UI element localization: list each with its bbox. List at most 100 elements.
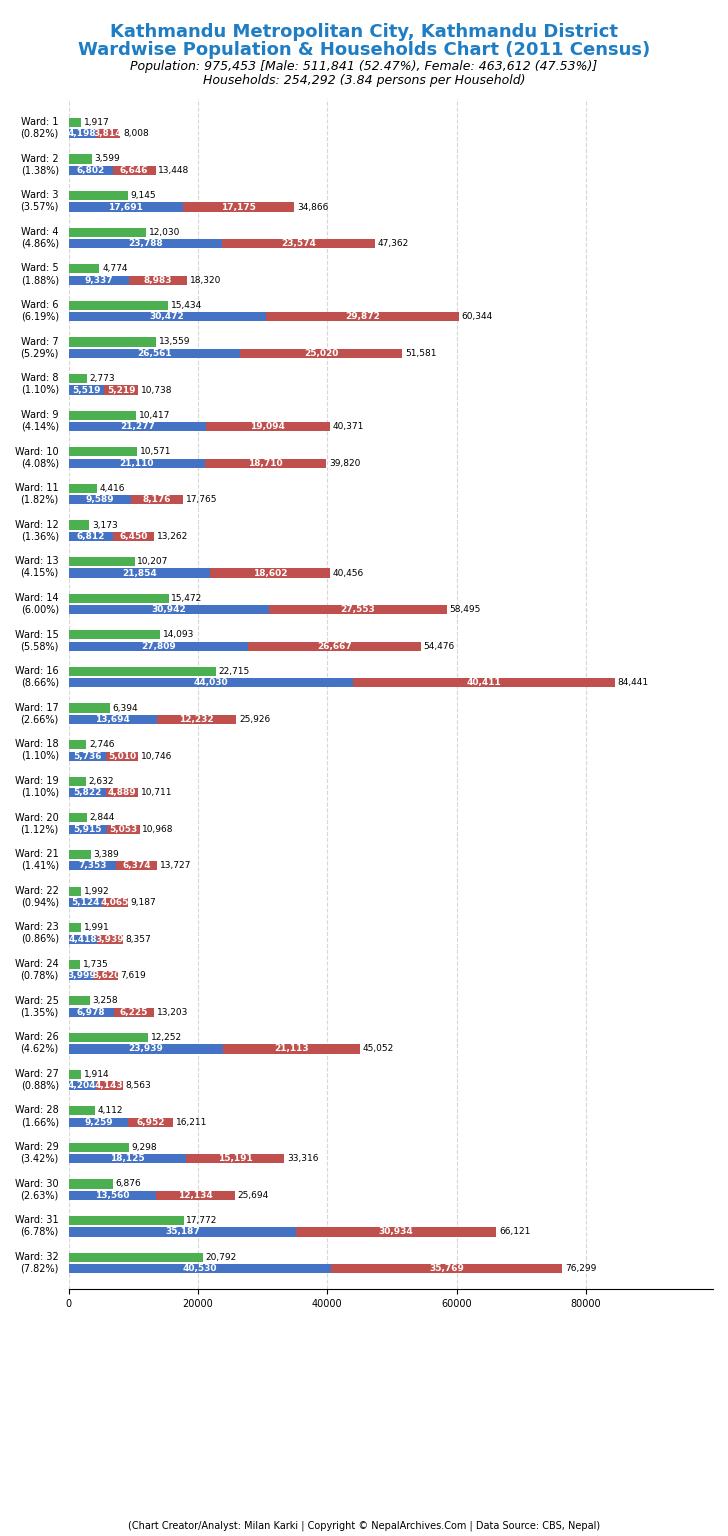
Text: 25,926: 25,926 (239, 714, 270, 723)
Text: 84,441: 84,441 (617, 679, 649, 688)
Text: 14,093: 14,093 (162, 630, 194, 639)
Text: 9,298: 9,298 (132, 1143, 157, 1152)
Text: 9,259: 9,259 (84, 1118, 113, 1126)
Text: 16,211: 16,211 (176, 1118, 207, 1126)
Text: 3,814: 3,814 (94, 129, 122, 138)
Bar (68, 349, 240, 358)
Text: 5,219: 5,219 (107, 386, 135, 395)
Text: 21,854: 21,854 (122, 568, 157, 578)
Text: 8,983: 8,983 (144, 276, 173, 284)
Text: 4,418: 4,418 (68, 934, 98, 943)
Bar (68, 849, 90, 859)
Text: 4,065: 4,065 (100, 899, 129, 908)
Text: 13,262: 13,262 (157, 531, 189, 541)
Bar (68, 166, 113, 175)
Text: 1,992: 1,992 (84, 886, 110, 895)
Bar (68, 1190, 157, 1200)
Bar (113, 531, 154, 541)
Text: 15,472: 15,472 (171, 594, 202, 602)
Text: 10,746: 10,746 (141, 751, 173, 760)
Text: 21,110: 21,110 (119, 459, 154, 468)
Bar (68, 751, 106, 760)
Text: 10,417: 10,417 (139, 410, 170, 419)
Bar (240, 349, 402, 358)
Bar (129, 275, 187, 284)
Text: 23,574: 23,574 (281, 240, 316, 249)
Text: Households: 254,292 (3.84 persons per Household): Households: 254,292 (3.84 persons per Ho… (203, 74, 525, 86)
Bar (206, 422, 330, 432)
Bar (113, 166, 156, 175)
Text: 40,456: 40,456 (333, 568, 364, 578)
Bar (353, 679, 614, 688)
Text: 6,952: 6,952 (137, 1118, 165, 1126)
Text: 22,715: 22,715 (218, 667, 250, 676)
Bar (68, 203, 183, 212)
Text: 8,563: 8,563 (125, 1081, 151, 1091)
Text: 5,124: 5,124 (71, 899, 100, 908)
Text: 3,389: 3,389 (93, 849, 119, 859)
Text: 9,337: 9,337 (84, 276, 113, 284)
Bar (269, 605, 447, 614)
Text: 8,357: 8,357 (125, 934, 151, 943)
Text: 4,416: 4,416 (100, 484, 125, 493)
Text: 3,258: 3,258 (92, 997, 118, 1006)
Bar (96, 1081, 122, 1091)
Bar (68, 1008, 114, 1017)
Bar (95, 971, 118, 980)
Bar (68, 630, 159, 639)
Bar (183, 203, 294, 212)
Text: 40,530: 40,530 (183, 1264, 217, 1273)
Bar (68, 129, 96, 138)
Text: 4,204: 4,204 (68, 1081, 96, 1091)
Bar (68, 825, 107, 834)
Text: 27,553: 27,553 (341, 605, 375, 614)
Bar (68, 240, 223, 249)
Bar (68, 375, 87, 382)
Text: 7,619: 7,619 (121, 971, 146, 980)
Text: 5,519: 5,519 (72, 386, 100, 395)
Bar (68, 1180, 113, 1189)
Bar (223, 1044, 360, 1054)
Text: Population: 975,453 [Male: 511,841 (52.47%), Female: 463,612 (47.53%)]: Population: 975,453 [Male: 511,841 (52.4… (130, 60, 598, 72)
Text: 2,773: 2,773 (90, 375, 115, 382)
Text: 8,176: 8,176 (143, 495, 171, 504)
Text: 6,374: 6,374 (122, 862, 151, 871)
Text: 5,010: 5,010 (108, 751, 136, 760)
Text: 5,736: 5,736 (73, 751, 101, 760)
Text: (Chart Creator/Analyst: Milan Karki | Copyright © NepalArchives.Com | Data Sourc: (Chart Creator/Analyst: Milan Karki | Co… (128, 1521, 600, 1531)
Text: 44,030: 44,030 (194, 679, 229, 688)
Bar (223, 240, 375, 249)
Bar (68, 190, 127, 200)
Bar (68, 227, 146, 237)
Bar (68, 1217, 183, 1226)
Bar (68, 1106, 95, 1115)
Text: Wardwise Population & Households Chart (2011 Census): Wardwise Population & Households Chart (… (78, 41, 650, 60)
Bar (96, 129, 120, 138)
Text: 19,094: 19,094 (250, 422, 285, 432)
Text: 76,299: 76,299 (565, 1264, 596, 1273)
Text: 26,667: 26,667 (317, 642, 352, 651)
Bar (68, 301, 168, 310)
Text: 13,694: 13,694 (95, 714, 130, 723)
Bar (68, 422, 206, 432)
Text: 51,581: 51,581 (405, 349, 436, 358)
Bar (68, 899, 102, 908)
Text: 17,765: 17,765 (186, 495, 218, 504)
Bar (128, 1118, 173, 1127)
Bar (106, 751, 138, 760)
Bar (266, 312, 459, 321)
Bar (68, 934, 97, 943)
Text: 6,876: 6,876 (116, 1180, 141, 1189)
Text: 15,434: 15,434 (171, 301, 202, 310)
Bar (68, 642, 248, 651)
Text: 10,711: 10,711 (141, 788, 172, 797)
Text: 1,914: 1,914 (84, 1069, 109, 1078)
Text: 1,735: 1,735 (82, 960, 108, 969)
Bar (68, 264, 100, 273)
Text: 18,602: 18,602 (253, 568, 288, 578)
Bar (210, 568, 331, 578)
Text: 6,646: 6,646 (120, 166, 149, 175)
Text: 25,694: 25,694 (237, 1190, 269, 1200)
Text: 4,774: 4,774 (102, 264, 127, 273)
Bar (130, 495, 183, 504)
